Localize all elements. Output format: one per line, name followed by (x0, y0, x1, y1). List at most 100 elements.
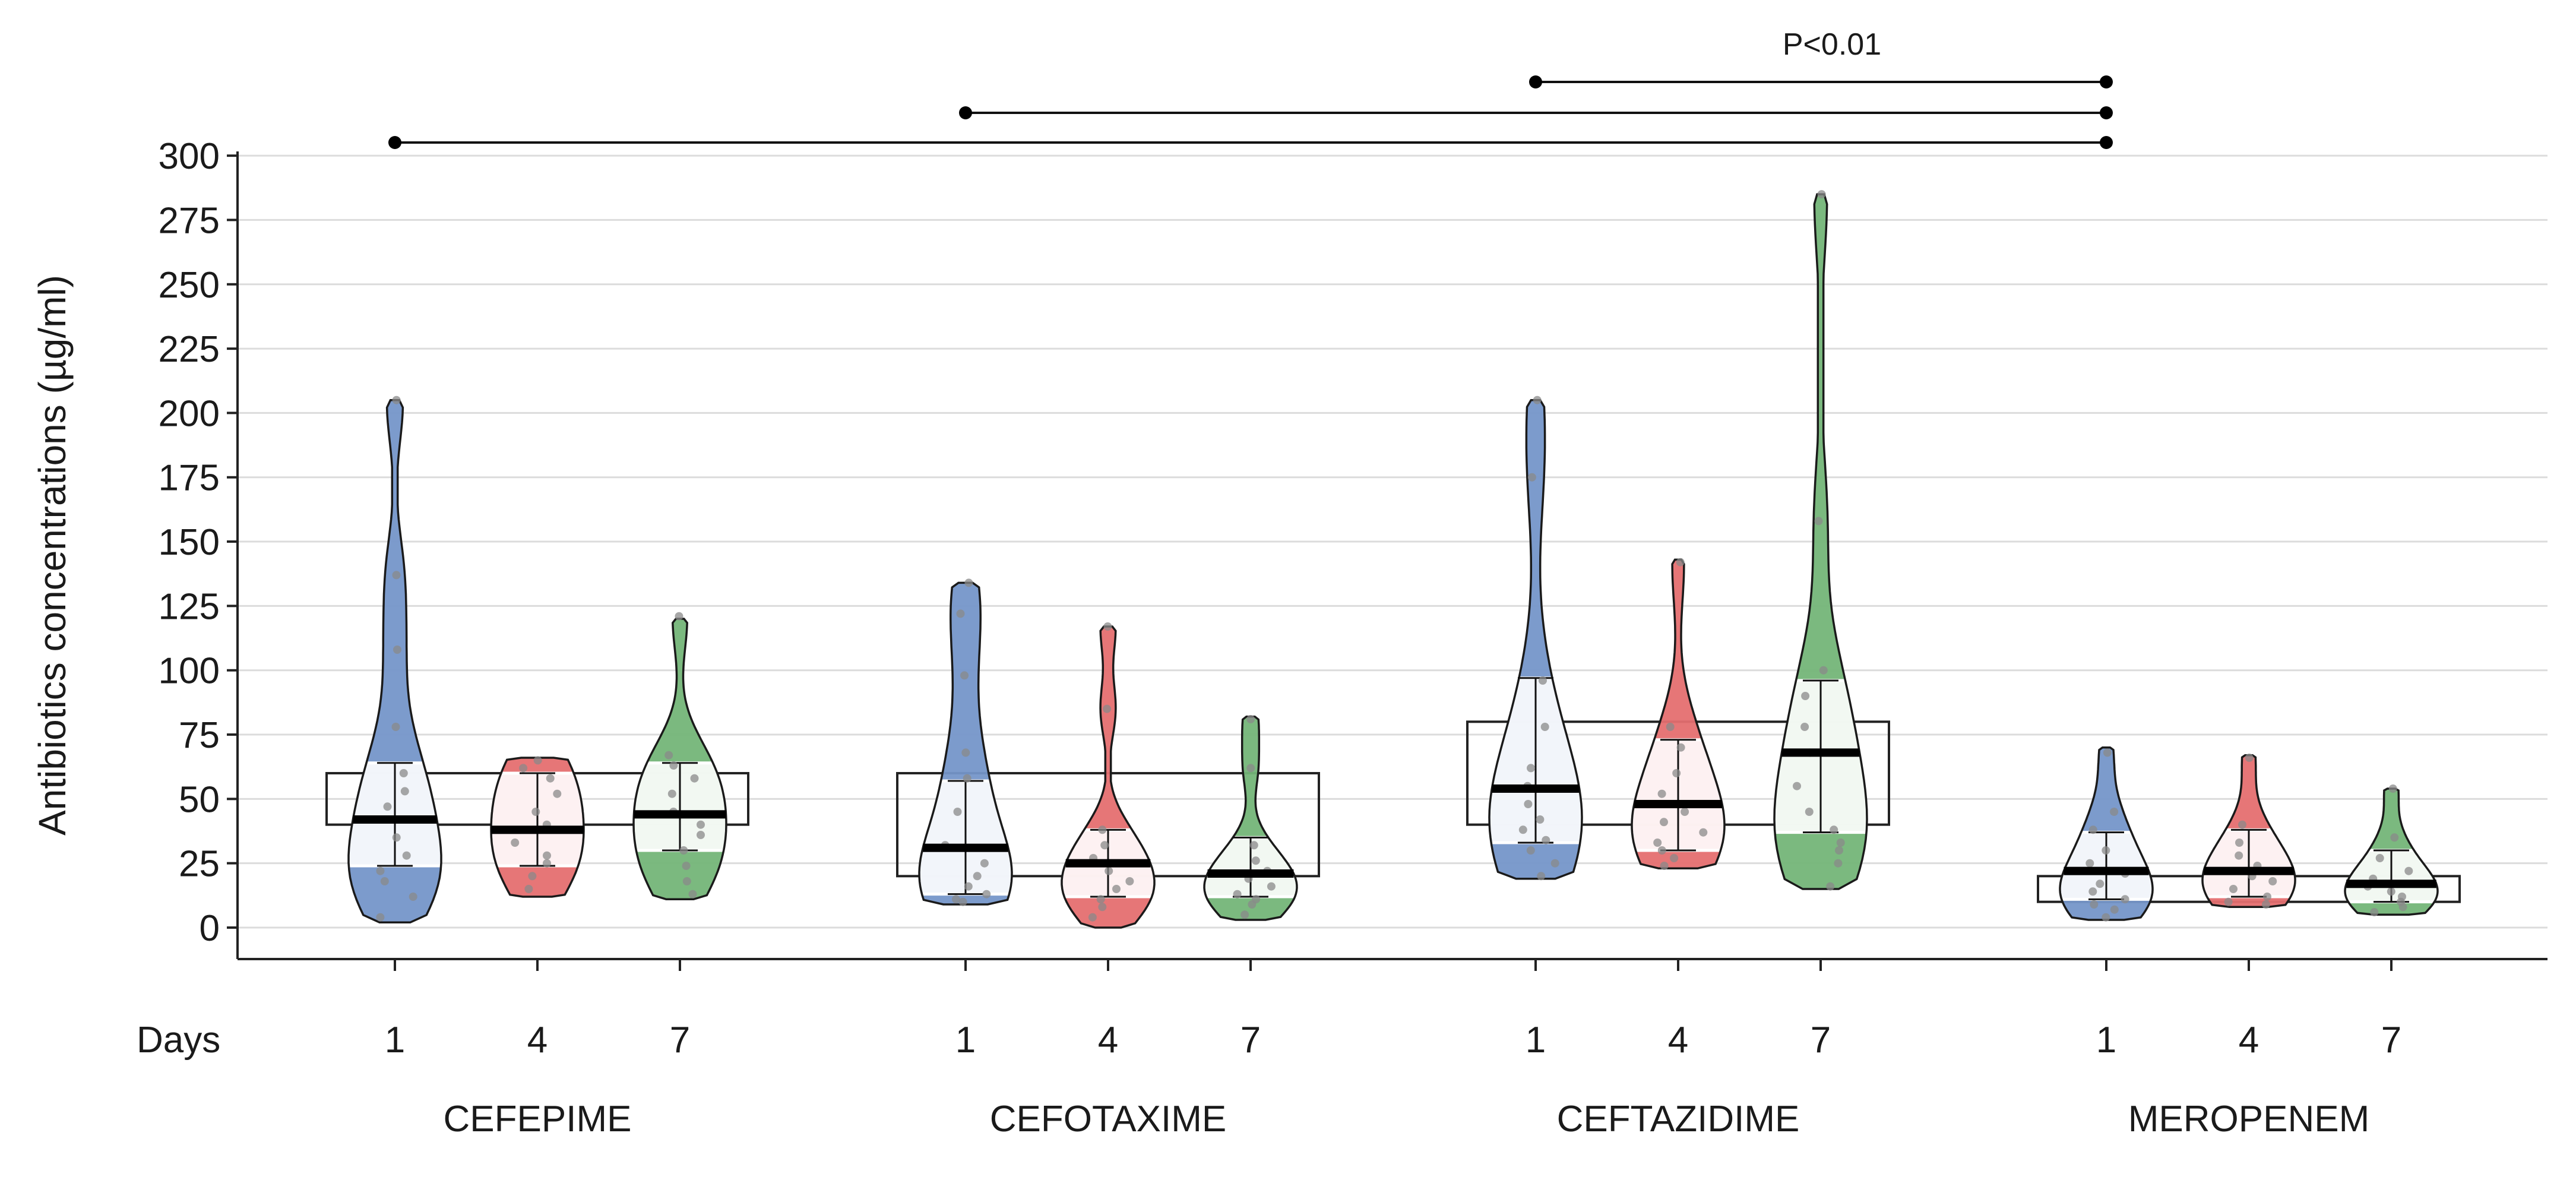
violin-outline (1203, 715, 1298, 921)
data-point (2245, 754, 2254, 762)
data-point (2261, 900, 2270, 909)
data-point (533, 756, 542, 765)
significance-bracket (1529, 75, 2113, 88)
data-point (682, 877, 691, 885)
data-point (2086, 859, 2094, 868)
data-point (392, 396, 401, 404)
mean-bar (1781, 748, 1860, 757)
data-point (519, 764, 528, 773)
data-point (1670, 854, 1679, 862)
p-value-label: P<0.01 (1783, 27, 1881, 62)
data-point (2102, 913, 2110, 922)
mean-bar (2064, 866, 2149, 875)
violin-ceftazidime-day-4 (1631, 558, 1726, 870)
data-point (1681, 808, 1689, 816)
violin-ceftazidime-day-1 (1488, 396, 1583, 881)
violin-meropenem-day-1 (2059, 746, 2154, 922)
data-point (399, 769, 408, 777)
violin-cefotaxime-day-4 (1061, 622, 1156, 929)
data-point (1819, 666, 1828, 675)
y-tick-label: 225 (159, 329, 220, 370)
data-point (392, 571, 401, 580)
violin-body (634, 619, 726, 900)
data-point (1267, 882, 1276, 891)
group-ceftazidime (1466, 190, 1890, 891)
data-point (546, 774, 555, 783)
group-label: CEFEPIME (444, 1099, 632, 1140)
data-point (697, 831, 705, 839)
bracket-endpoint (2100, 106, 2113, 119)
data-point (409, 893, 417, 901)
data-point (531, 808, 540, 816)
data-point (528, 872, 537, 881)
data-point (1527, 473, 1536, 482)
data-point (2110, 905, 2119, 914)
group-label: MEROPENEM (2128, 1099, 2369, 1140)
y-axis-label: Antibiotics concentrations (µg/ml) (31, 275, 74, 836)
data-point (1100, 841, 1109, 850)
data-point (1527, 764, 1535, 773)
data-point (1830, 825, 1838, 834)
day-label: 4 (1098, 1020, 1118, 1061)
data-point (1814, 517, 1823, 526)
data-point (1676, 558, 1685, 567)
data-point (376, 866, 385, 875)
data-point (1098, 825, 1107, 834)
day-label: 1 (955, 1020, 976, 1061)
data-point (383, 802, 392, 811)
day-label: 1 (1526, 1020, 1546, 1061)
data-point (1518, 825, 1527, 834)
day-label: 4 (1668, 1020, 1688, 1061)
gridlines (238, 154, 2547, 929)
data-point (1836, 839, 1845, 847)
data-point (960, 671, 969, 680)
violin-cefepime-day-1 (347, 396, 442, 924)
data-point (675, 612, 683, 621)
data-point (553, 789, 562, 798)
group-cefotaxime (896, 578, 1320, 929)
data-point (1657, 789, 1666, 798)
bracket-endpoint (2100, 136, 2113, 149)
bracket-endpoint (388, 136, 401, 149)
data-point (982, 890, 991, 898)
data-point (2088, 887, 2097, 896)
data-point (2387, 887, 2395, 896)
day-label: 4 (527, 1020, 548, 1061)
data-point (1660, 862, 1669, 870)
axes (236, 151, 2547, 960)
plot-area (325, 190, 2461, 929)
data-point (1098, 903, 1107, 912)
significance-bracket (388, 136, 2113, 149)
data-point (2102, 846, 2110, 855)
data-point (1800, 723, 1809, 731)
data-point (2375, 854, 2384, 862)
data-point (2224, 897, 2233, 906)
bracket-endpoint (1529, 75, 1542, 88)
data-point (980, 859, 989, 868)
y-tick-label: 25 (179, 844, 220, 885)
data-point (543, 859, 551, 868)
data-point (958, 897, 967, 906)
violin-cefotaxime-day-7 (1203, 715, 1298, 921)
data-point (524, 885, 533, 893)
data-point (1536, 815, 1545, 824)
data-point (1088, 913, 1097, 922)
y-ticks: 0 25 50 75 100 125 150 175 200 225 250 275 300 (159, 136, 238, 949)
x-ticks: 1 4 7 CEFEPIME 1 4 7 CEFOTAXIME 1 4 7 CEFTAZIDIME 1 4… (385, 959, 2401, 1140)
data-point (2103, 748, 2112, 757)
data-point (1539, 676, 1547, 685)
data-point (2229, 885, 2238, 893)
data-point (2398, 893, 2406, 901)
data-point (2268, 877, 2277, 885)
data-point (1805, 808, 1814, 816)
data-point (1793, 781, 1801, 790)
day-label: 7 (670, 1020, 690, 1061)
data-point (1246, 715, 1255, 723)
violin-outline (490, 757, 585, 898)
data-point (1103, 622, 1112, 631)
data-point (1666, 723, 1675, 731)
data-point (1105, 866, 1113, 875)
data-point (1801, 692, 1810, 700)
violin-outline (1061, 625, 1156, 929)
y-tick-label: 150 (159, 522, 220, 563)
